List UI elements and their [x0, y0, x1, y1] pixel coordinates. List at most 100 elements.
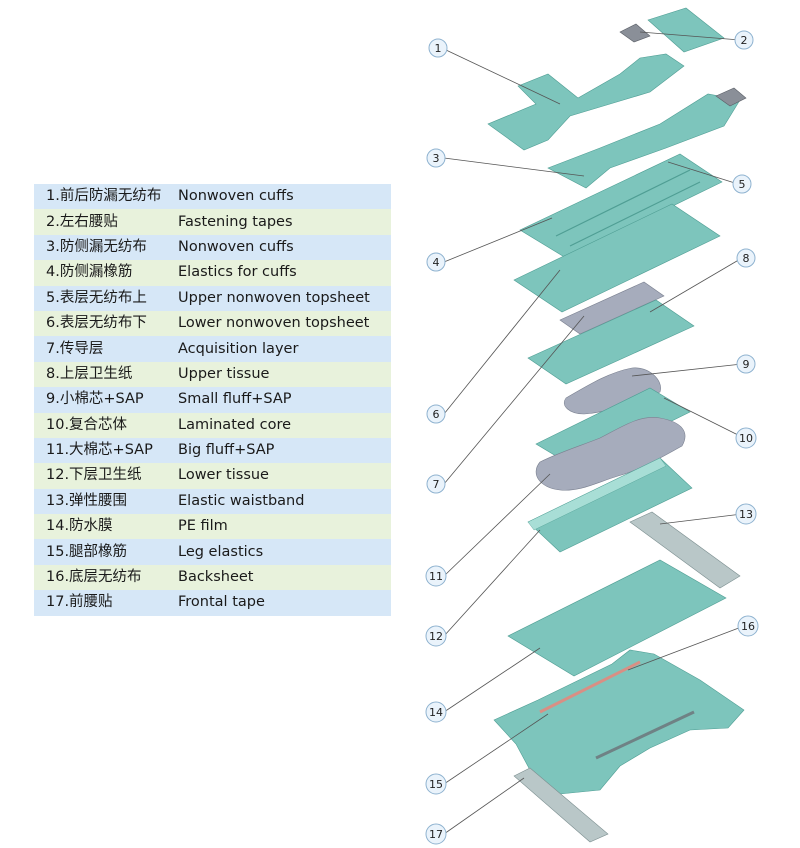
callout-15: 15: [425, 773, 447, 795]
legend-chinese-label: 7.传导层: [46, 340, 104, 357]
svg-text:5: 5: [739, 178, 746, 191]
legend-row: 10.复合芯体 Laminated core: [34, 412, 391, 438]
callout-17: 17: [425, 823, 447, 845]
legend-row: 6.表层无纺布下 Lower nonwoven topsheet: [34, 310, 391, 337]
legend-chinese-label: 12.下层卫生纸: [46, 467, 142, 484]
leader-16: [627, 625, 745, 671]
svg-text:16: 16: [741, 620, 755, 633]
layer-fastening-tape-tab: [619, 23, 651, 43]
legend-english-label: Acquisition layer: [178, 340, 299, 357]
callout-10: 10: [735, 427, 757, 449]
leg-elastic-gray: [595, 710, 695, 760]
legend-chinese-label: 16.底层无纺布: [46, 569, 142, 586]
legend-row: 15.腿部橡筋 Leg elastics: [34, 539, 391, 565]
legend-english-label: Lower nonwoven topsheet: [178, 315, 370, 332]
leader-11: [443, 473, 551, 577]
layer-big-fluff-sap: [535, 417, 686, 491]
layer-frontal-tape: [513, 767, 609, 843]
elastic-for-cuffs: [555, 169, 691, 237]
layer-legend-table: 1.前后防漏无纺布 Nonwoven cuffs 2.左右腰贴 Fastening t…: [34, 184, 391, 616]
leader-5: [667, 161, 739, 185]
legend-english-label: Upper tissue: [178, 365, 270, 382]
callout-8: 8: [736, 248, 756, 268]
callout-1: 1: [428, 38, 448, 58]
layer-elastic-waistband: [629, 511, 741, 589]
leader-12: [443, 529, 541, 637]
legend-row: 12.下层卫生纸 Lower tissue: [34, 463, 391, 489]
callout-5: 5: [732, 174, 752, 194]
callout-12: 12: [425, 625, 447, 647]
layer-pe-film: [507, 559, 727, 677]
svg-text:7: 7: [433, 478, 440, 491]
callout-13: 13: [735, 503, 757, 525]
legend-english-label: PE film: [178, 518, 228, 535]
legend-row: 2.左右腰贴 Fastening tapes: [34, 209, 391, 235]
legend-row: 7.传导层 Acquisition layer: [34, 336, 391, 362]
legend-row: 5.表层无纺布上 Upper nonwoven topsheet: [34, 285, 391, 311]
legend-chinese-label: 5.表层无纺布上: [46, 289, 147, 306]
legend-row: 4.防侧漏橡筋 Elastics for cuffs: [34, 260, 391, 286]
leader-4: [443, 217, 553, 263]
legend-english-label: Fastening tapes: [178, 213, 293, 230]
legend-english-label: Leg elastics: [178, 543, 264, 560]
callout-4: 4: [426, 252, 446, 272]
svg-text:4: 4: [433, 256, 440, 269]
callout-7: 7: [426, 474, 446, 494]
legend-english-label: Nonwoven cuffs: [178, 188, 294, 205]
legend-row: 16.底层无纺布 Backsheet: [34, 564, 391, 591]
leader-3: [443, 157, 585, 177]
layer-upper-tissue: [527, 299, 695, 385]
legend-english-label: Upper nonwoven topsheet: [178, 289, 370, 306]
legend-chinese-label: 14.防水膜: [46, 518, 113, 535]
leader-17: [443, 777, 525, 835]
legend-row: 11.大棉芯+SAP Big fluff+SAP: [34, 437, 391, 464]
svg-text:12: 12: [429, 630, 443, 643]
leader-6: [443, 269, 561, 415]
legend-english-label: Big fluff+SAP: [178, 442, 275, 459]
legend-english-label: Frontal tape: [178, 594, 265, 611]
layer-nonwoven-cuffs-front-back: [487, 53, 685, 151]
leg-elastic-pink: [539, 660, 641, 714]
svg-text:9: 9: [743, 358, 750, 371]
layer-small-fluff-sap: [564, 367, 661, 415]
svg-text:8: 8: [743, 252, 750, 265]
leader-8: [649, 257, 743, 313]
leader-1: [445, 49, 561, 105]
legend-chinese-label: 10.复合芯体: [46, 416, 128, 433]
callout-9: 9: [736, 354, 756, 374]
legend-english-label: Laminated core: [178, 416, 292, 433]
legend-english-label: Nonwoven cuffs: [178, 238, 294, 255]
layer-cuffs-tab: [715, 87, 747, 107]
legend-chinese-label: 1.前后防漏无纺布: [46, 188, 162, 205]
legend-row: 13.弹性腰围 Elastic waistband: [34, 488, 391, 515]
leader-14: [443, 647, 541, 713]
legend-chinese-label: 6.表层无纺布下: [46, 315, 147, 332]
legend-chinese-label: 13.弹性腰围: [46, 492, 128, 509]
callout-11: 11: [425, 565, 447, 587]
svg-text:6: 6: [433, 408, 440, 421]
svg-text:10: 10: [739, 432, 753, 445]
legend-english-label: Elastic waistband: [178, 492, 305, 509]
elastic-for-cuffs-2: [569, 181, 701, 247]
legend-row: 14.防水膜 PE film: [34, 514, 391, 540]
callout-16: 16: [737, 615, 759, 637]
svg-text:15: 15: [429, 778, 443, 791]
legend-chinese-label: 4.防侧漏橡筋: [46, 264, 133, 281]
legend-english-label: Small fluff+SAP: [178, 391, 292, 408]
svg-text:14: 14: [429, 706, 443, 719]
callout-2: 2: [734, 30, 754, 50]
svg-text:17: 17: [429, 828, 443, 841]
legend-chinese-label: 8.上层卫生纸: [46, 365, 133, 382]
layer-fastening-tapes: [647, 7, 725, 53]
leader-9: [631, 363, 743, 377]
legend-row: 8.上层卫生纸 Upper tissue: [34, 361, 391, 388]
callout-6: 6: [426, 404, 446, 424]
legend-row: 17.前腰贴 Frontal tape: [34, 590, 391, 616]
legend-body: 1.前后防漏无纺布 Nonwoven cuffs 2.左右腰贴 Fastening t…: [34, 184, 391, 616]
svg-text:2: 2: [741, 34, 748, 47]
legend-row: 3.防侧漏无纺布 Nonwoven cuffs: [34, 234, 391, 261]
legend-chinese-label: 3.防侧漏无纺布: [46, 238, 147, 255]
callout-3: 3: [426, 148, 446, 168]
layer-nonwoven-cuffs-side: [547, 93, 741, 189]
